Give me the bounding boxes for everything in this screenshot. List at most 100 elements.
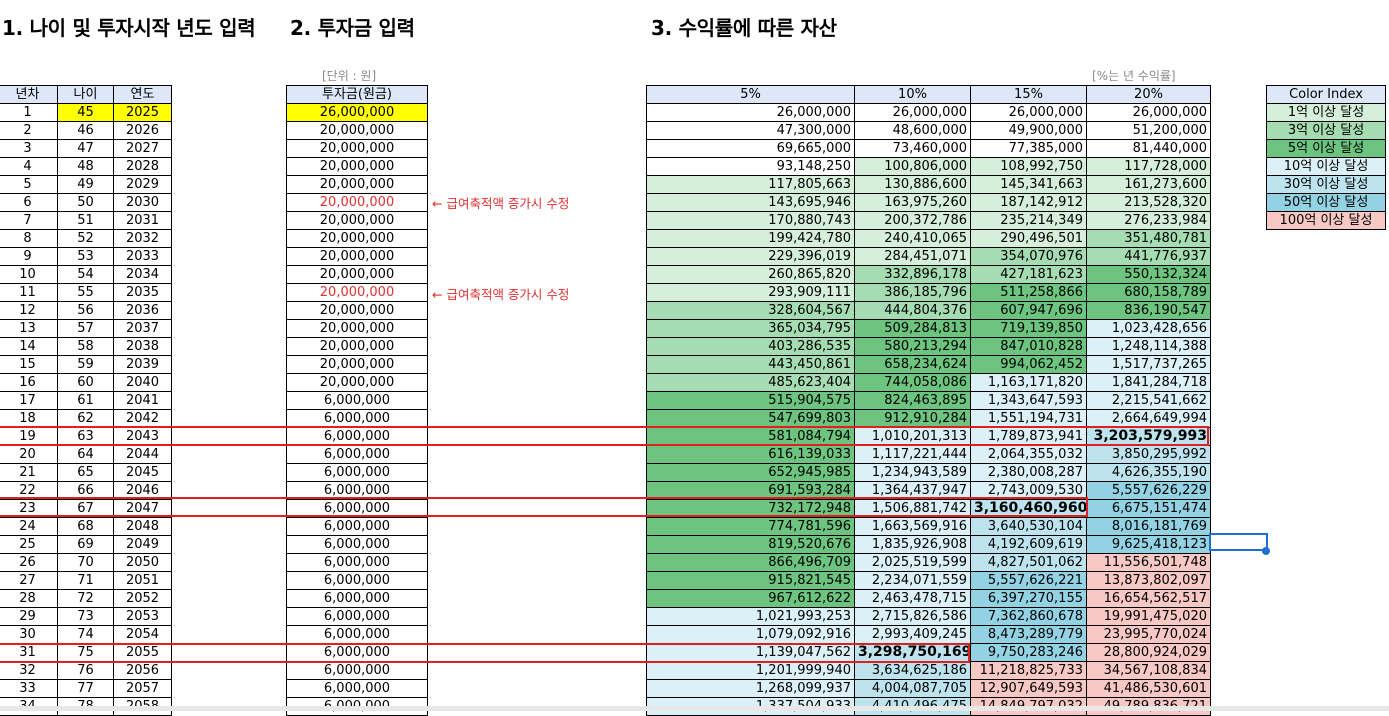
cell-asset-value[interactable]: 26,000,000 <box>970 103 1087 122</box>
cell-year-count[interactable]: 15 <box>0 355 58 374</box>
header-rate-5[interactable]: 5% <box>646 85 855 104</box>
cell-year[interactable]: 2030 <box>113 193 172 212</box>
cell-age[interactable]: 65 <box>57 463 114 482</box>
cell-asset-value[interactable]: 332,896,178 <box>854 265 971 284</box>
cell-asset-value[interactable]: 581,084,794 <box>646 427 855 446</box>
cell-asset-value[interactable]: 616,139,033 <box>646 445 855 464</box>
cell-asset-value[interactable]: 93,148,250 <box>646 157 855 176</box>
cell-year[interactable]: 2034 <box>113 265 172 284</box>
cell-asset-value[interactable]: 170,880,743 <box>646 211 855 230</box>
cell-age[interactable]: 51 <box>57 211 114 230</box>
header-year[interactable]: 연도 <box>113 85 172 104</box>
cell-year-count[interactable]: 5 <box>0 175 58 194</box>
cell-year[interactable]: 2056 <box>113 661 172 680</box>
cell-age[interactable]: 45 <box>57 103 114 122</box>
cell-asset-value[interactable]: 69,665,000 <box>646 139 855 158</box>
cell-asset-value[interactable]: 12,907,649,593 <box>970 679 1087 698</box>
cell-asset-value[interactable]: 19,991,475,020 <box>1086 607 1211 626</box>
cell-asset-value[interactable]: 1,163,171,820 <box>970 373 1087 392</box>
header-rate-20[interactable]: 20% <box>1086 85 1211 104</box>
cell-asset-value[interactable]: 2,715,826,586 <box>854 607 971 626</box>
cell-investment[interactable]: 6,000,000 <box>286 427 428 446</box>
cell-year[interactable]: 2057 <box>113 679 172 698</box>
cell-asset-value[interactable]: 2,664,649,994 <box>1086 409 1211 428</box>
cell-asset-value[interactable]: 2,463,478,715 <box>854 589 971 608</box>
cell-investment[interactable]: 6,000,000 <box>286 607 428 626</box>
cell-investment[interactable]: 6,000,000 <box>286 535 428 554</box>
cell-asset-value[interactable]: 2,743,009,530 <box>970 481 1087 500</box>
cell-year[interactable]: 2047 <box>113 499 172 518</box>
cell-asset-value[interactable]: 51,200,000 <box>1086 121 1211 140</box>
cell-asset-value[interactable]: 284,451,071 <box>854 247 971 266</box>
cell-year-count[interactable]: 2 <box>0 121 58 140</box>
cell-year-count[interactable]: 7 <box>0 211 58 230</box>
cell-age[interactable]: 53 <box>57 247 114 266</box>
cell-age[interactable]: 54 <box>57 265 114 284</box>
cell-year-count[interactable]: 17 <box>0 391 58 410</box>
cell-age[interactable]: 48 <box>57 157 114 176</box>
cell-year[interactable]: 2055 <box>113 643 172 662</box>
cell-year-count[interactable]: 10 <box>0 265 58 284</box>
cell-asset-value[interactable]: 1,117,221,444 <box>854 445 971 464</box>
cell-investment[interactable]: 20,000,000 <box>286 355 428 374</box>
cell-age[interactable]: 50 <box>57 193 114 212</box>
cell-asset-value[interactable]: 328,604,567 <box>646 301 855 320</box>
legend-item[interactable]: 30억 이상 달성 <box>1266 175 1386 194</box>
cell-asset-value[interactable]: 819,520,676 <box>646 535 855 554</box>
cell-investment[interactable]: 6,000,000 <box>286 445 428 464</box>
cell-year[interactable]: 2042 <box>113 409 172 428</box>
cell-age[interactable]: 61 <box>57 391 114 410</box>
cell-asset-value[interactable]: 847,010,828 <box>970 337 1087 356</box>
legend-item[interactable]: 100억 이상 달성 <box>1266 211 1386 230</box>
cell-age[interactable]: 59 <box>57 355 114 374</box>
cell-year-count[interactable]: 25 <box>0 535 58 554</box>
cell-asset-value[interactable]: 26,000,000 <box>1086 103 1211 122</box>
cell-year-count[interactable]: 6 <box>0 193 58 212</box>
cell-asset-value[interactable]: 73,460,000 <box>854 139 971 158</box>
cell-age[interactable]: 55 <box>57 283 114 302</box>
cell-year[interactable]: 2029 <box>113 175 172 194</box>
cell-year[interactable]: 2049 <box>113 535 172 554</box>
cell-asset-value[interactable]: 3,203,579,993 <box>1086 427 1211 446</box>
cell-age[interactable]: 69 <box>57 535 114 554</box>
cell-asset-value[interactable]: 515,904,575 <box>646 391 855 410</box>
cell-age[interactable]: 75 <box>57 643 114 662</box>
cell-year[interactable]: 2046 <box>113 481 172 500</box>
cell-asset-value[interactable]: 1,506,881,742 <box>854 499 971 518</box>
cell-investment[interactable]: 20,000,000 <box>286 121 428 140</box>
cell-asset-value[interactable]: 550,132,324 <box>1086 265 1211 284</box>
cell-asset-value[interactable]: 100,806,000 <box>854 157 971 176</box>
cell-age[interactable]: 52 <box>57 229 114 248</box>
cell-year[interactable]: 2052 <box>113 589 172 608</box>
cell-age[interactable]: 58 <box>57 337 114 356</box>
cell-asset-value[interactable]: 427,181,623 <box>970 265 1087 284</box>
cell-year[interactable]: 2039 <box>113 355 172 374</box>
cell-investment[interactable]: 20,000,000 <box>286 139 428 158</box>
cell-asset-value[interactable]: 81,440,000 <box>1086 139 1211 158</box>
cell-asset-value[interactable]: 3,850,295,992 <box>1086 445 1211 464</box>
cell-asset-value[interactable]: 3,640,530,104 <box>970 517 1087 536</box>
cell-asset-value[interactable]: 1,268,099,937 <box>646 679 855 698</box>
cell-asset-value[interactable]: 443,450,861 <box>646 355 855 374</box>
cell-asset-value[interactable]: 2,234,071,559 <box>854 571 971 590</box>
legend-item[interactable]: 10억 이상 달성 <box>1266 157 1386 176</box>
cell-year[interactable]: 2028 <box>113 157 172 176</box>
cell-asset-value[interactable]: 4,192,609,619 <box>970 535 1087 554</box>
cell-year-count[interactable]: 27 <box>0 571 58 590</box>
cell-age[interactable]: 67 <box>57 499 114 518</box>
cell-asset-value[interactable]: 658,234,624 <box>854 355 971 374</box>
cell-asset-value[interactable]: 1,551,194,731 <box>970 409 1087 428</box>
cell-asset-value[interactable]: 1,234,943,589 <box>854 463 971 482</box>
cell-investment[interactable]: 20,000,000 <box>286 265 428 284</box>
cell-asset-value[interactable]: 365,034,795 <box>646 319 855 338</box>
cell-asset-value[interactable]: 229,396,019 <box>646 247 855 266</box>
cell-year[interactable]: 2025 <box>113 103 172 122</box>
header-rate-10[interactable]: 10% <box>854 85 971 104</box>
cell-asset-value[interactable]: 8,473,289,779 <box>970 625 1087 644</box>
cell-asset-value[interactable]: 260,865,820 <box>646 265 855 284</box>
cell-year-count[interactable]: 11 <box>0 283 58 302</box>
header-rate-15[interactable]: 15% <box>970 85 1087 104</box>
cell-investment[interactable]: 6,000,000 <box>286 661 428 680</box>
cell-age[interactable]: 66 <box>57 481 114 500</box>
cell-year[interactable]: 2037 <box>113 319 172 338</box>
